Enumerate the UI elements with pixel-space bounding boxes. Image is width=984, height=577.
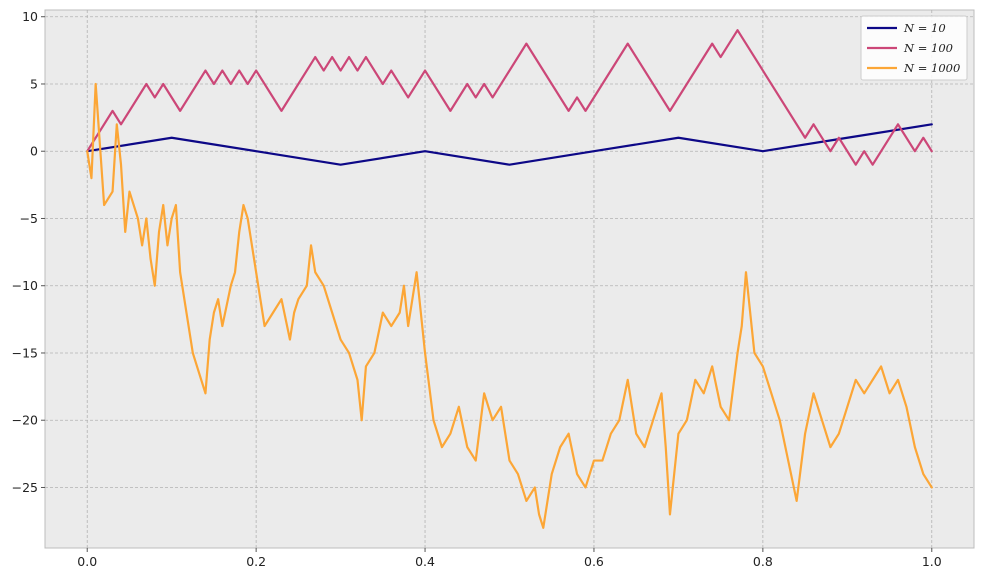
legend: N = 10 N = 100 N = 1000	[860, 15, 968, 81]
series-line-n100	[86, 29, 933, 166]
y-tick-label: −5	[20, 211, 38, 226]
x-tick-label: 0.6	[584, 554, 604, 569]
legend-entry-n10: N = 10	[867, 21, 946, 35]
y-tick-label: −20	[12, 413, 38, 428]
x-tick-label: 0.2	[246, 554, 266, 569]
plot-area	[44, 9, 975, 549]
series-line-n10	[86, 123, 933, 166]
legend-label-n1000: N = 1000	[903, 61, 960, 75]
legend-entry-n100: N = 100	[867, 41, 953, 55]
y-tick-label: −25	[12, 480, 38, 495]
axis-ticks: 0.0 0.2 0.4 0.6 0.8 1.0 10 5 0 −5 −10 −15 −20 −25	[12, 9, 942, 569]
x-tick-label: 1.0	[922, 554, 942, 569]
legend-label-n100: N = 100	[903, 41, 953, 55]
legend-label-n10: N = 10	[903, 21, 946, 35]
x-tick-label: 0.0	[77, 554, 97, 569]
x-tick-label: 0.8	[753, 554, 773, 569]
y-tick-label: −15	[12, 345, 38, 360]
legend-entry-n1000: N = 1000	[867, 61, 960, 75]
series-line-n1000	[86, 82, 933, 529]
x-tick-label: 0.4	[415, 554, 435, 569]
y-tick-label: 10	[22, 9, 38, 24]
y-tick-label: 0	[30, 144, 38, 159]
y-tick-label: −10	[12, 278, 38, 293]
y-tick-label: 5	[30, 76, 38, 91]
series-lines	[86, 29, 933, 529]
legend-box	[860, 15, 968, 81]
